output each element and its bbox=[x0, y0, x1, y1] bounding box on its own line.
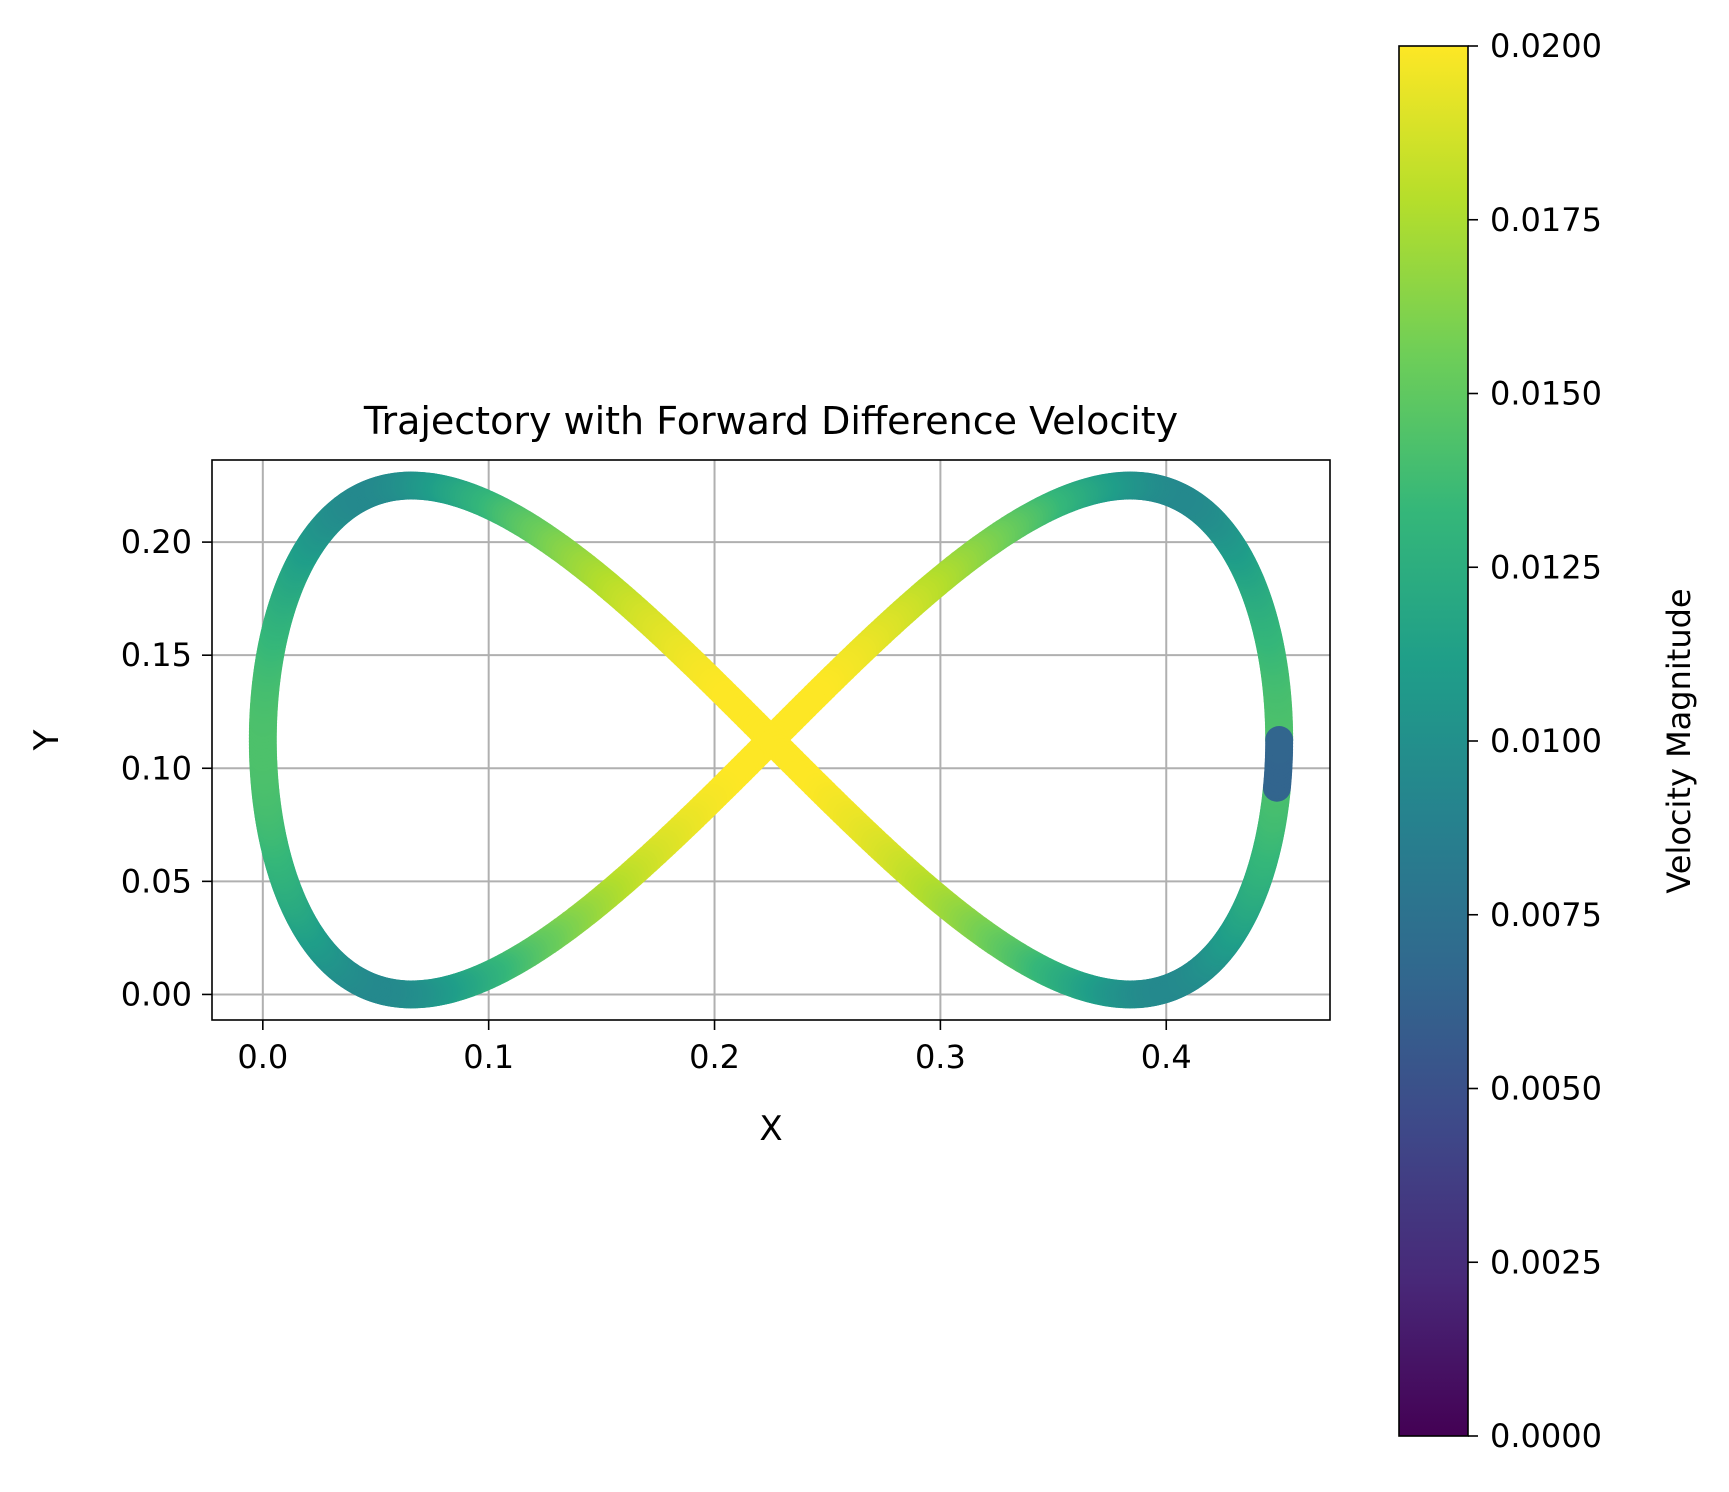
colorbar-tick-label: 0.0000 bbox=[1490, 1417, 1602, 1455]
x-tick-label: 0.4 bbox=[1141, 1038, 1192, 1076]
colorbar-tick-label: 0.0125 bbox=[1490, 548, 1602, 586]
colorbar bbox=[1398, 45, 1469, 1437]
y-tick-label: 0.05 bbox=[121, 862, 192, 900]
y-tick-label: 0.00 bbox=[121, 975, 192, 1013]
colorbar-tick-label: 0.0175 bbox=[1490, 201, 1602, 239]
chart-title: Trajectory with Forward Difference Veloc… bbox=[363, 399, 1178, 443]
x-tick-label: 0.3 bbox=[915, 1038, 966, 1076]
y-tick-label: 0.10 bbox=[121, 749, 192, 787]
y-tick-label: 0.15 bbox=[121, 636, 192, 674]
y-axis-label: Y bbox=[27, 729, 67, 751]
colorbar-ticks: 0.0000 0.0025 0.0050 0.0075 0.0100 0.0125 0.01… bbox=[1468, 27, 1602, 1455]
colorbar-tick-label: 0.0050 bbox=[1490, 1070, 1602, 1108]
x-axis-label: X bbox=[759, 1109, 782, 1149]
colorbar-tick-label: 0.0100 bbox=[1490, 722, 1602, 760]
trajectory-point bbox=[1265, 726, 1294, 754]
colorbar-tick-label: 0.0150 bbox=[1490, 375, 1602, 413]
colorbar-tick-label: 0.0075 bbox=[1490, 896, 1602, 934]
plot-frame bbox=[211, 459, 1331, 1021]
trajectory-markers bbox=[248, 471, 1294, 1009]
colorbar-tick-label: 0.0025 bbox=[1490, 1243, 1602, 1281]
x-tick-label: 0.1 bbox=[463, 1038, 514, 1076]
x-tick-label: 0.0 bbox=[237, 1038, 288, 1076]
y-tick-label: 0.20 bbox=[121, 523, 192, 561]
colorbar-tick-label: 0.0200 bbox=[1490, 27, 1602, 65]
colorbar-label: Velocity Magnitude bbox=[1660, 588, 1698, 893]
axis-ticks: 0.0 0.1 0.2 0.3 0.4 0.00 0.05 0.10 0.15 0.20 bbox=[121, 523, 1192, 1076]
x-tick-label: 0.2 bbox=[689, 1038, 740, 1076]
